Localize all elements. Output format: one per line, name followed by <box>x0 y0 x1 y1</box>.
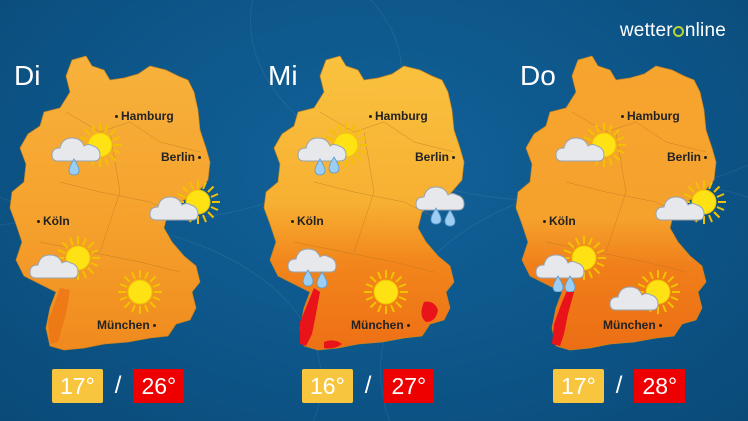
min-temp-badge: 17° <box>52 369 103 403</box>
city-muenchen: München <box>351 318 413 332</box>
city-label: Hamburg <box>627 109 680 123</box>
day-label: Di <box>14 60 41 91</box>
forecast-panel-mi: Mi Hamburg Berlin Köln München <box>254 52 494 352</box>
cloud-rain-icon <box>415 186 465 227</box>
city-dot <box>115 115 118 119</box>
city-label: Berlin <box>161 150 196 164</box>
city-dot <box>152 324 156 328</box>
temperature-range-di: 17° / 26° <box>52 369 185 403</box>
max-temp-badge: 26° <box>133 369 185 403</box>
max-temp-badge: 27° <box>383 369 435 403</box>
city-label: München <box>351 318 404 332</box>
sun-cloud-icon <box>655 179 727 225</box>
max-temp-badge: 28° <box>634 369 686 403</box>
city-muenchen: München <box>97 318 159 332</box>
city-label: Köln <box>549 214 576 228</box>
min-temp-badge: 17° <box>553 369 604 403</box>
city-label: Hamburg <box>375 109 428 123</box>
city-label: München <box>97 318 150 332</box>
city-dot <box>658 324 662 328</box>
cloud-rain-icon <box>287 248 337 289</box>
logo-text: nline <box>684 20 726 41</box>
temperature-range-mi: 16° / 27° <box>302 369 435 403</box>
city-koeln: Köln <box>34 214 70 228</box>
city-label: Hamburg <box>121 109 174 123</box>
city-berlin: Berlin <box>161 150 204 164</box>
sun-cloud-icon <box>555 122 627 168</box>
day-label: Do <box>520 60 556 91</box>
separator: / <box>364 372 372 399</box>
forecast-panel-di: Di Hamburg Berlin Köln München <box>0 52 240 352</box>
day-label: Mi <box>268 60 298 91</box>
city-muenchen: München <box>603 318 665 332</box>
city-koeln: Köln <box>288 214 324 228</box>
city-dot <box>291 220 294 224</box>
sun-cloud-rain-icon <box>51 122 123 176</box>
city-label: Berlin <box>415 150 450 164</box>
wetteronline-logo: wetter nline <box>620 20 726 42</box>
city-label: Berlin <box>667 150 702 164</box>
forecast-panel-do: Do Hamburg Berlin Köln München <box>506 52 746 352</box>
city-label: Köln <box>43 214 70 228</box>
logo-o-ring-icon <box>673 26 685 37</box>
sun-icon <box>117 269 163 315</box>
city-hamburg: Hamburg <box>618 109 680 123</box>
sun-cloud-rain-icon <box>535 235 607 292</box>
city-hamburg: Hamburg <box>366 109 428 123</box>
sun-cloud-rain-icon <box>297 122 369 176</box>
city-label: Köln <box>297 214 324 228</box>
min-temp-badge: 16° <box>302 369 353 403</box>
logo-text: wetter <box>619 20 673 41</box>
sun-cloud-icon <box>149 179 221 225</box>
city-dot <box>452 156 456 160</box>
city-dot <box>621 115 624 119</box>
city-koeln: Köln <box>540 214 576 228</box>
separator: / <box>114 372 122 399</box>
city-berlin: Berlin <box>415 150 458 164</box>
city-label: München <box>603 318 656 332</box>
sun-cloud-icon <box>29 235 101 281</box>
city-berlin: Berlin <box>667 150 710 164</box>
city-dot <box>704 156 708 160</box>
city-dot <box>198 156 202 160</box>
sun-cloud-icon <box>609 269 681 315</box>
temperature-range-do: 17° / 28° <box>553 369 686 403</box>
city-dot <box>369 115 372 119</box>
city-dot <box>406 324 410 328</box>
sun-icon <box>363 269 409 315</box>
germany-temperature-map <box>263 55 465 351</box>
city-dot <box>543 220 546 224</box>
city-hamburg: Hamburg <box>112 109 174 123</box>
separator: / <box>615 372 623 399</box>
city-dot <box>37 220 40 224</box>
